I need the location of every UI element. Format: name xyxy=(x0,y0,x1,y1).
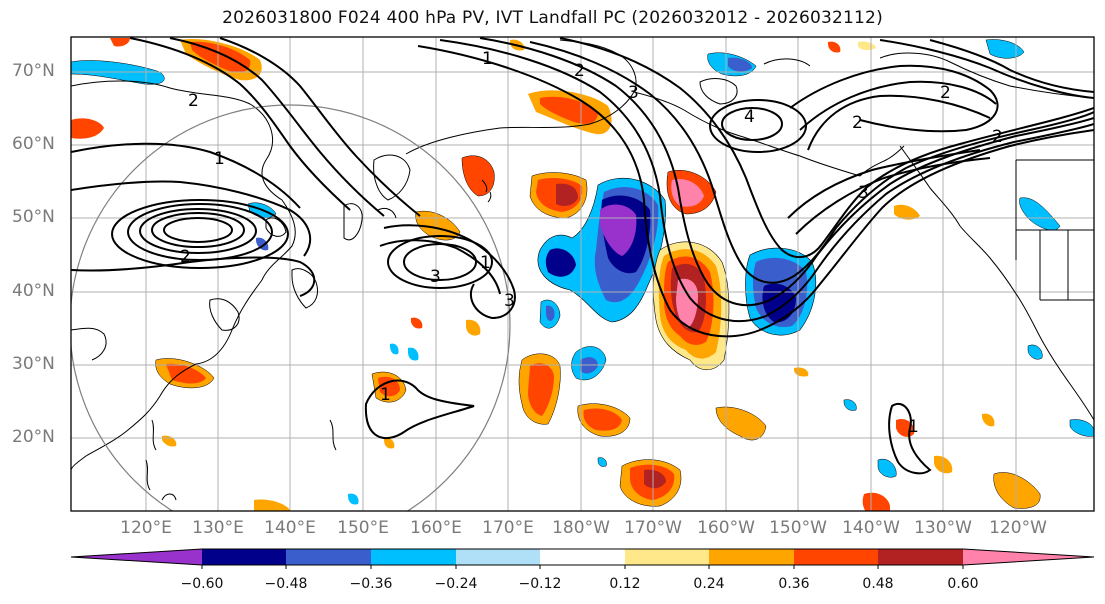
colorbar-tick: −0.36 xyxy=(349,576,393,592)
contour-labels: 1 2 3 2 2 2 3 4 2 1 1 3 2 1 3 1 xyxy=(180,49,1003,437)
colorbar-extend-high xyxy=(963,549,1094,565)
coastlines xyxy=(71,39,1094,501)
lon-label-130w: 130°W xyxy=(914,518,972,538)
contour-label: 4 xyxy=(744,107,755,127)
lon-label-180w: 180°W xyxy=(552,518,610,538)
lat-label-20n: 20°N xyxy=(12,427,55,447)
lon-label-160w: 160°W xyxy=(697,518,755,538)
lat-label-30n: 30°N xyxy=(12,354,55,374)
colorbar-segment xyxy=(709,549,794,565)
colorbar-segment xyxy=(625,549,709,565)
colorbar-segment xyxy=(540,549,625,565)
lat-label-70n: 70°N xyxy=(12,61,55,81)
range-circle xyxy=(71,104,511,511)
colorbar-segment xyxy=(456,549,540,565)
contour-label: 3 xyxy=(430,267,441,287)
colorbar-segment xyxy=(202,549,286,565)
map-title: 2026031800 F024 400 hPa PV, IVT Landfall… xyxy=(222,8,883,28)
lat-label-50n: 50°N xyxy=(12,207,55,227)
lon-label-170e: 170°E xyxy=(482,518,534,538)
contour-label: 2 xyxy=(852,113,863,133)
colorbar-segment xyxy=(371,549,456,565)
pv-positive-blob-north xyxy=(461,90,717,219)
lon-label-150e: 150°E xyxy=(337,518,389,538)
contour-label: 2 xyxy=(180,247,191,267)
lon-label-160e: 160°E xyxy=(410,518,462,538)
colorbar-tick: 0.48 xyxy=(862,576,894,592)
colorbar-segment xyxy=(794,549,878,565)
colorbar-tick: 0.60 xyxy=(947,576,979,592)
colorbar-tick: −0.60 xyxy=(180,576,224,592)
contour-label: 1 xyxy=(908,417,919,437)
ivt-contours xyxy=(71,37,1094,475)
colorbar-tick: −0.12 xyxy=(518,576,562,592)
colorbar-tick: 0.12 xyxy=(609,576,641,592)
lat-label-40n: 40°N xyxy=(12,281,55,301)
contour-label: 2 xyxy=(992,127,1003,147)
contour-label: 1 xyxy=(214,149,225,169)
colorbar-tick: −0.48 xyxy=(264,576,308,592)
colorbar-tick: 0.24 xyxy=(693,576,725,592)
pv-positive-blob-central xyxy=(653,241,730,371)
contour-label: 3 xyxy=(628,83,639,103)
pv-negative-blob-center xyxy=(537,178,666,323)
contour-label: 1 xyxy=(380,385,391,405)
lon-label-140w: 140°W xyxy=(842,518,900,538)
lon-label-130e: 130°E xyxy=(192,518,244,538)
lat-label-60n: 60°N xyxy=(12,134,55,154)
lon-label-170w: 170°W xyxy=(624,518,682,538)
colorbar xyxy=(70,548,1095,569)
lon-label-120e: 120°E xyxy=(120,518,172,538)
colorbar-tick: 0.36 xyxy=(778,576,810,592)
lon-label-120w: 120°W xyxy=(989,518,1047,538)
contour-label: 3 xyxy=(504,291,515,311)
contour-label: 1 xyxy=(480,253,491,273)
contour-label: 2 xyxy=(574,61,585,81)
map-frame xyxy=(70,36,1095,512)
colorbar-segment xyxy=(878,549,963,565)
lon-label-140e: 140°E xyxy=(264,518,316,538)
colorbar-tick: −0.24 xyxy=(434,576,478,592)
lon-label-150w: 150°W xyxy=(769,518,827,538)
contour-label: 2 xyxy=(940,83,951,103)
colorbar-segment xyxy=(286,549,371,565)
contour-label: 1 xyxy=(482,49,493,69)
contour-label: 2 xyxy=(188,91,199,111)
contour-label: 3 xyxy=(858,183,869,203)
colorbar-extend-low xyxy=(71,549,202,565)
